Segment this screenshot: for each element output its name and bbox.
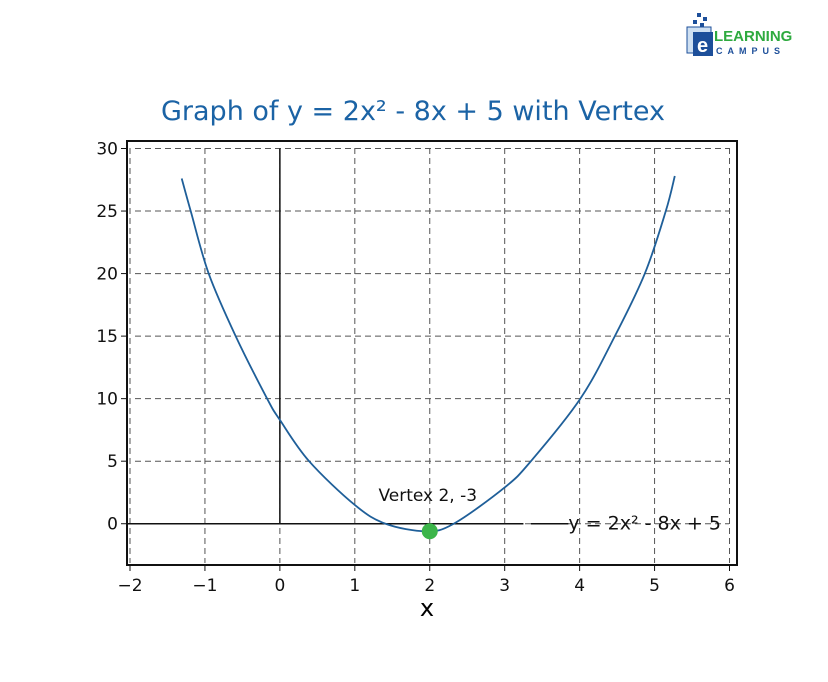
tick-labels: −2 −1 0 1 2 3 4 5 6 0 5 10 15 20 25 30 <box>96 140 735 596</box>
svg-text:CAMPUS: CAMPUS <box>716 46 785 56</box>
y-tick-label: 20 <box>96 265 118 285</box>
y-tick-label: 15 <box>96 327 118 347</box>
axes <box>121 140 738 571</box>
chart-title: Graph of y = 2x² - 8x + 5 with Vertex <box>161 96 665 127</box>
elearning-campus-logo: e LEARNING CAMPUS <box>686 13 792 57</box>
x-tick-label: 1 <box>349 576 360 596</box>
x-tick-label: 6 <box>724 576 735 596</box>
svg-text:e: e <box>697 35 708 57</box>
plot-frame <box>126 140 738 566</box>
x-axis-label: x <box>420 594 434 622</box>
x-tick-label: 3 <box>499 576 510 596</box>
y-tick-label: 5 <box>107 452 118 472</box>
legend-label: y = 2x² - 8x + 5 <box>568 513 721 535</box>
vertex-marker <box>421 523 438 540</box>
x-tick-label: 4 <box>574 576 585 596</box>
x-tick-label: 2 <box>424 576 435 596</box>
y-tick-label: 10 <box>96 390 118 410</box>
grid <box>129 148 731 563</box>
y-tick-label: 25 <box>96 202 118 222</box>
x-tick-label: 0 <box>274 576 285 596</box>
x-tick-label: 5 <box>649 576 660 596</box>
x-tick-label: −1 <box>192 576 217 596</box>
y-tick-label: 0 <box>107 515 118 535</box>
series-layer <box>180 175 676 540</box>
x-tick-label: −2 <box>117 576 142 596</box>
svg-text:LEARNING: LEARNING <box>714 28 792 45</box>
vertex-label: Vertex 2, -3 <box>378 486 477 506</box>
y-tick-label: 30 <box>96 140 118 160</box>
parabola-curve <box>180 175 676 533</box>
